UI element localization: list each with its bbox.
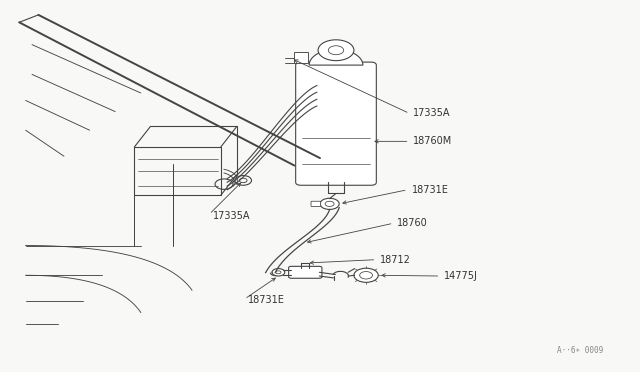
FancyBboxPatch shape: [294, 52, 308, 63]
Circle shape: [272, 269, 285, 276]
Circle shape: [239, 178, 247, 183]
Text: 18760M: 18760M: [413, 137, 452, 146]
FancyBboxPatch shape: [289, 266, 322, 278]
Circle shape: [325, 201, 334, 206]
Circle shape: [318, 40, 354, 61]
Circle shape: [354, 268, 378, 282]
Text: 18712: 18712: [380, 255, 410, 264]
Text: A··6∗ 0009: A··6∗ 0009: [557, 346, 603, 355]
Circle shape: [320, 198, 339, 209]
Text: 18731E: 18731E: [412, 185, 449, 195]
FancyBboxPatch shape: [311, 201, 321, 206]
Circle shape: [235, 176, 252, 185]
Circle shape: [276, 271, 281, 274]
Circle shape: [215, 179, 233, 189]
Text: 18731E: 18731E: [248, 295, 285, 305]
Circle shape: [328, 46, 344, 55]
Text: 17335A: 17335A: [212, 211, 250, 221]
FancyBboxPatch shape: [296, 62, 376, 185]
Text: 14775J: 14775J: [444, 271, 477, 281]
Text: 18760: 18760: [397, 218, 428, 228]
Text: 17335A: 17335A: [413, 109, 451, 118]
Wedge shape: [309, 49, 363, 65]
Circle shape: [360, 272, 372, 279]
